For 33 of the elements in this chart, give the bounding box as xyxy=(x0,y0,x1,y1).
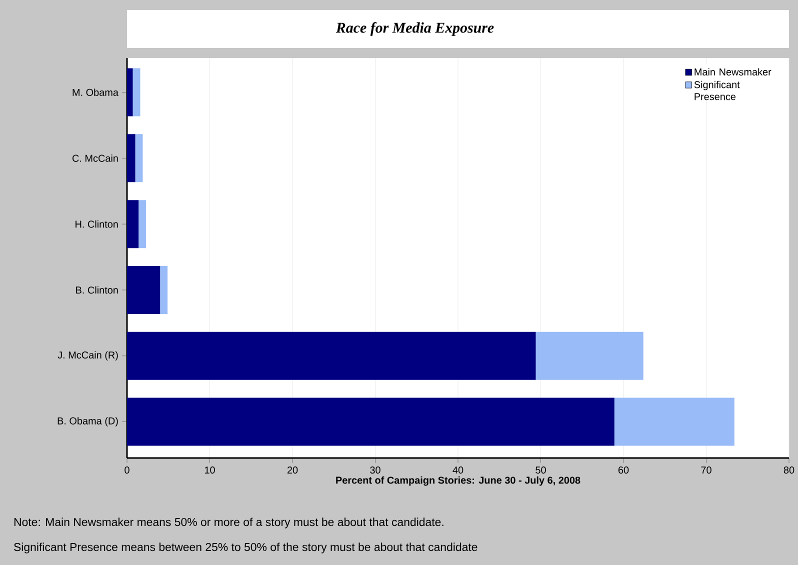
bar xyxy=(160,266,168,314)
y-tick-label: H. Clinton xyxy=(76,220,118,228)
legend-label: Significant Presence xyxy=(694,80,740,100)
x-tick-label: 80 xyxy=(784,466,794,474)
x-tick-label: 30 xyxy=(370,466,380,474)
chart-title: Race for Media Exposure xyxy=(336,22,494,36)
x-tick-label: 10 xyxy=(204,466,215,474)
x-tick-label: 70 xyxy=(701,466,712,474)
bar xyxy=(536,332,644,380)
x-axis-title: Percent of Campaign Stories: June 30 - July 6, 2008 xyxy=(336,476,580,486)
text: Significant Presence means between 25% to 50% of the story must be about that candidate xyxy=(14,542,478,554)
bar xyxy=(135,134,143,182)
bar xyxy=(127,68,133,116)
x-tick-label: 0 xyxy=(124,466,130,474)
bar xyxy=(127,134,136,182)
x-tick-label: 50 xyxy=(536,466,546,474)
bar xyxy=(132,68,140,116)
bar xyxy=(138,200,146,248)
y-tick-label: J. McCain (R) xyxy=(58,351,118,361)
y-tick-label: B. Obama (D) xyxy=(58,417,118,426)
legend-label: Main Newsmaker xyxy=(694,68,772,76)
y-tick-label: B. Clinton xyxy=(76,286,118,294)
bar xyxy=(127,200,139,248)
bar xyxy=(127,398,614,446)
bar xyxy=(127,266,160,314)
x-tick-label: 60 xyxy=(618,466,629,474)
text: Note: Main Newsmaker means 50% or more of a story must be about that candidate. xyxy=(14,518,444,528)
y-tick-label: M. Obama xyxy=(72,88,118,96)
x-tick-label: 20 xyxy=(287,466,298,474)
y-tick-label: C. McCain xyxy=(72,154,118,162)
bar xyxy=(614,398,734,446)
bar xyxy=(127,332,536,380)
x-tick-label: 40 xyxy=(452,466,464,474)
